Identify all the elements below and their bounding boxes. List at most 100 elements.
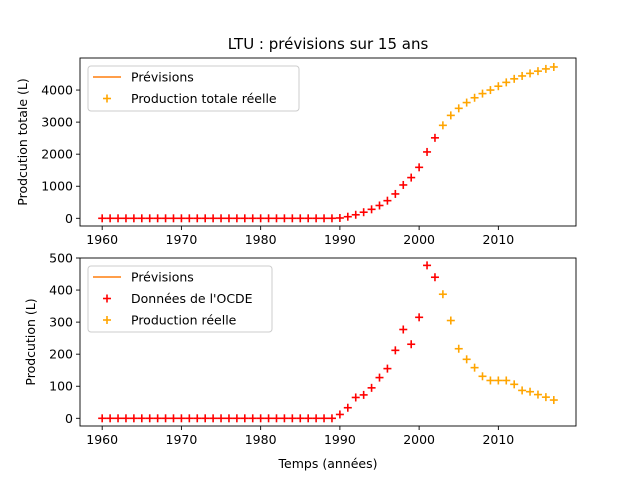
legend-label: Production totale réelle <box>131 91 277 106</box>
data-point <box>201 214 210 223</box>
x-tick-label: 1980 <box>245 432 277 447</box>
data-point <box>288 414 297 423</box>
data-point <box>486 86 495 95</box>
data-point <box>454 344 463 353</box>
data-point <box>478 89 487 98</box>
data-point <box>438 121 447 130</box>
data-point <box>217 214 226 223</box>
data-point <box>335 213 344 222</box>
y-tick-label: 500 <box>49 251 73 266</box>
data-point <box>470 93 479 102</box>
data-point <box>114 214 123 223</box>
data-point <box>169 214 178 223</box>
x-tick-label: 1990 <box>324 432 356 447</box>
data-point <box>272 214 281 223</box>
legend-label: Prévisions <box>131 270 194 285</box>
data-point <box>264 414 273 423</box>
axes-frame <box>79 257 577 427</box>
data-point <box>510 74 519 83</box>
x-tick-label: 1960 <box>86 432 118 447</box>
x-tick-label: 1990 <box>324 232 356 247</box>
data-point <box>518 71 527 80</box>
data-point <box>129 414 138 423</box>
data-point <box>224 414 233 423</box>
data-point <box>343 403 352 412</box>
x-tick-label: 2010 <box>482 432 514 447</box>
data-point <box>193 214 202 223</box>
data-point <box>327 214 336 223</box>
data-point <box>510 380 519 389</box>
data-point <box>518 386 527 395</box>
legend-label: Prévisions <box>131 70 194 85</box>
x-tick-label: 1970 <box>166 232 198 247</box>
data-point <box>296 414 305 423</box>
data-point <box>423 147 432 156</box>
x-axis-label: Temps (années) <box>278 456 378 471</box>
data-point <box>320 414 329 423</box>
data-point <box>256 214 265 223</box>
data-point <box>454 104 463 113</box>
data-point <box>335 410 344 419</box>
data-point <box>121 414 130 423</box>
data-point <box>264 214 273 223</box>
data-point <box>256 414 265 423</box>
data-point <box>415 313 424 322</box>
data-point <box>240 214 249 223</box>
data-point <box>106 414 115 423</box>
data-point <box>549 396 558 405</box>
y-tick-label: 300 <box>49 315 73 330</box>
data-point <box>161 414 170 423</box>
data-point <box>462 355 471 364</box>
data-point <box>359 208 368 217</box>
legend-plus-marker <box>103 316 111 324</box>
y-tick-label: 200 <box>49 347 73 362</box>
x-tick-label: 1970 <box>166 432 198 447</box>
data-point <box>430 273 439 282</box>
data-point <box>232 214 241 223</box>
y-tick-label: 0 <box>65 211 73 226</box>
data-point <box>486 376 495 385</box>
y-tick-label: 1000 <box>41 179 73 194</box>
data-point <box>478 372 487 381</box>
data-point <box>114 414 123 423</box>
data-point <box>248 214 257 223</box>
data-point <box>549 62 558 71</box>
data-point <box>407 173 416 182</box>
data-point <box>446 316 455 325</box>
data-point <box>193 414 202 423</box>
data-point <box>169 414 178 423</box>
data-point <box>280 414 289 423</box>
data-point <box>98 414 107 423</box>
legend-box <box>87 65 300 112</box>
data-point <box>383 364 392 373</box>
data-point <box>399 180 408 189</box>
data-point <box>351 393 360 402</box>
data-point <box>280 214 289 223</box>
data-point <box>383 196 392 205</box>
x-tick-label: 2000 <box>403 232 435 247</box>
data-point <box>312 414 321 423</box>
data-point <box>288 214 297 223</box>
data-point <box>415 163 424 172</box>
data-point <box>209 214 218 223</box>
x-tick-label: 2000 <box>403 432 435 447</box>
data-point <box>296 214 305 223</box>
data-point <box>375 201 384 210</box>
data-point <box>541 64 550 73</box>
subplot-total-production: 1960 1970 1980 1990 2000 2010 0 1000 2000 3000 400… <box>15 57 577 247</box>
data-point <box>494 82 503 91</box>
data-point <box>359 390 368 399</box>
data-point <box>121 214 130 223</box>
data-point <box>153 214 162 223</box>
y-tick-label: 400 <box>49 283 73 298</box>
data-point <box>351 210 360 219</box>
data-point <box>367 383 376 392</box>
legend-plus-marker <box>103 94 111 103</box>
data-point <box>446 111 455 120</box>
y-tick-label: 2000 <box>41 147 73 162</box>
data-point <box>407 340 416 349</box>
data-point <box>320 214 329 223</box>
data-point <box>462 98 471 107</box>
data-point <box>343 212 352 221</box>
